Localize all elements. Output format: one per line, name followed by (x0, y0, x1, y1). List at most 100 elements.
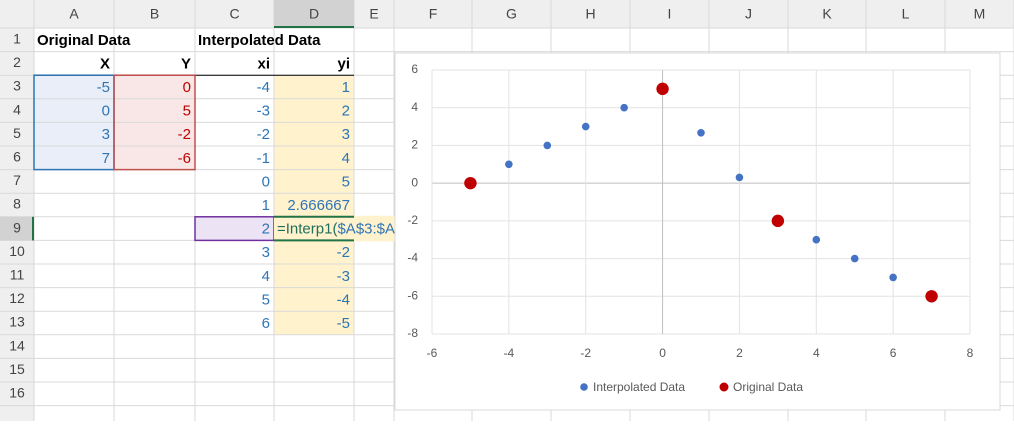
cell-text: -5 (337, 315, 350, 332)
cell-text: X (100, 55, 110, 72)
legend-marker (719, 382, 729, 392)
cell-text: 3 (262, 244, 270, 261)
row-header: 6 (13, 149, 21, 165)
cell-text: xi (257, 55, 270, 72)
data-point (812, 235, 821, 244)
data-point (581, 122, 590, 131)
row-header: 11 (10, 267, 25, 283)
cell-text: 2.666667 (287, 197, 350, 214)
data-point (620, 103, 628, 112)
cell-text: 5 (262, 291, 270, 308)
column-header: E (369, 6, 378, 22)
y-tick-label: 4 (411, 100, 418, 114)
y-tick-label: -4 (407, 251, 418, 265)
x-tick-label: 6 (890, 346, 897, 360)
y-tick-label: -6 (407, 288, 418, 302)
data-point (543, 141, 552, 150)
cell-text: -3 (337, 268, 350, 285)
data-point (771, 214, 785, 228)
cell-text: 1 (262, 197, 270, 214)
x-tick-label: -2 (580, 346, 591, 360)
data-point (656, 82, 669, 96)
cell-text: 5 (342, 173, 350, 190)
x-tick-label: 2 (736, 346, 743, 360)
column-header: M (974, 6, 986, 22)
legend-marker (580, 383, 588, 391)
cell-text: -4 (257, 79, 270, 96)
row-header: 12 (9, 290, 25, 306)
selection-c9 (195, 216, 274, 241)
column-header: G (506, 6, 517, 22)
cell-text: Y (181, 55, 191, 72)
row-header-bg (0, 0, 34, 421)
legend-label: Interpolated Data (593, 380, 685, 394)
row-header: 2 (13, 54, 21, 70)
selection-d (274, 75, 354, 335)
cell-text: -2 (337, 244, 350, 261)
x-tick-label: 0 (659, 346, 666, 360)
row-header: 9 (13, 219, 21, 235)
row-header: 1 (13, 31, 21, 47)
row-header: 5 (13, 125, 21, 141)
cell-text: 4 (262, 268, 270, 285)
cell-text: 3 (102, 126, 110, 143)
cell-text: -2 (178, 126, 191, 143)
row-9-selected (0, 216, 34, 241)
cell-text: -1 (257, 150, 270, 167)
data-point (505, 160, 513, 169)
x-tick-label: 4 (813, 346, 820, 360)
cell-text: -3 (257, 103, 270, 120)
column-header: B (150, 6, 159, 22)
row-header: 16 (9, 385, 25, 401)
cell-text: 0 (262, 173, 270, 190)
row-header: 10 (9, 243, 25, 259)
data-point (735, 173, 744, 182)
cell-text: 2 (262, 221, 270, 238)
x-tick-label: -6 (427, 346, 438, 360)
column-header: H (585, 6, 595, 22)
cell-text: -5 (97, 79, 110, 96)
data-point (925, 290, 938, 303)
cell-text: 3 (342, 126, 350, 143)
formula-part: =Interp1( (277, 221, 337, 238)
row-header: 3 (13, 78, 21, 94)
y-tick-label: -8 (407, 326, 418, 340)
cell-text: Interpolated Data (198, 32, 321, 49)
column-header: A (69, 6, 79, 22)
y-tick-label: 0 (411, 175, 418, 189)
header-bg (0, 0, 1014, 28)
cell-text: -6 (178, 150, 191, 167)
column-header: J (745, 6, 752, 22)
column-header: I (668, 6, 672, 22)
data-point (464, 176, 477, 190)
cell-text: 2 (342, 103, 350, 120)
col-d-selected (274, 0, 354, 28)
column-header: D (309, 6, 319, 22)
cell-text: -4 (337, 291, 350, 308)
x-tick-label: -4 (504, 346, 515, 360)
row-header: 14 (9, 337, 25, 353)
column-header: L (902, 6, 910, 22)
cell-text: 5 (183, 103, 191, 120)
chart-area (394, 52, 1001, 411)
data-point (889, 273, 897, 282)
cell-text: -2 (257, 126, 270, 143)
cell-text: 1 (342, 79, 350, 96)
cell-text: 0 (183, 79, 191, 96)
column-header: K (822, 6, 832, 22)
border-b (113, 74, 196, 171)
row-header: 8 (13, 196, 21, 212)
cell-text: 4 (342, 150, 350, 167)
data-point (697, 128, 705, 137)
column-header: C (229, 6, 239, 22)
row-header: 15 (9, 361, 25, 377)
y-tick-label: -2 (407, 213, 418, 227)
x-tick-label: 8 (967, 346, 974, 360)
row-header: 4 (13, 101, 21, 117)
cell-text: yi (337, 55, 350, 72)
cell-text: 0 (102, 103, 110, 120)
cell-text: 6 (262, 315, 270, 332)
formula-part: $A$3:$A$6 (337, 221, 411, 238)
data-point (850, 254, 859, 263)
